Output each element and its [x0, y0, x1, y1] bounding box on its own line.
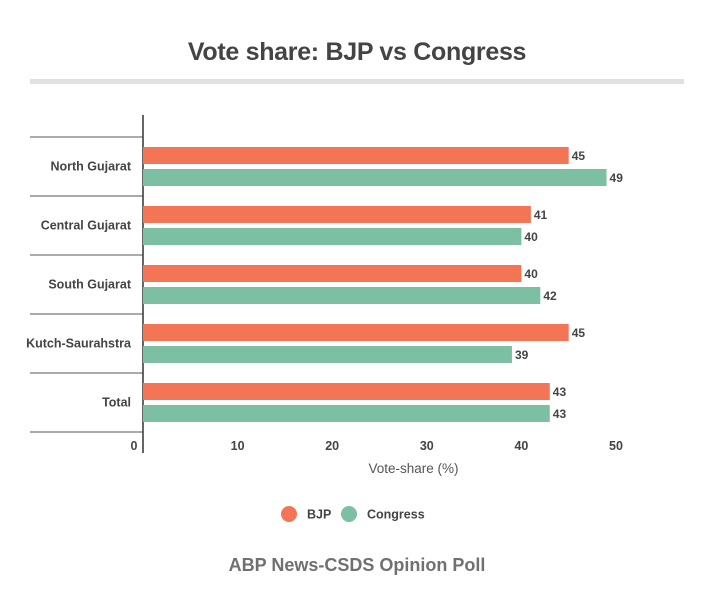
data-label: 43: [553, 407, 567, 421]
category-label: Central Gujarat: [41, 219, 132, 233]
bar-congress-kutch-saurahstra: [143, 346, 512, 363]
title-divider: [30, 79, 684, 84]
data-label: 40: [524, 230, 538, 244]
x-tick-label: 0: [131, 439, 138, 453]
legend-label-congress: Congress: [367, 508, 425, 522]
data-label: 43: [553, 385, 567, 399]
legend-marker-bjp: [281, 506, 297, 522]
data-label: 39: [515, 348, 529, 362]
data-label: 40: [524, 267, 538, 281]
data-label: 41: [534, 208, 548, 222]
chart-title: Vote share: BJP vs Congress: [187, 38, 527, 66]
bar-bjp-north-gujarat: [143, 147, 569, 164]
data-label: 49: [610, 171, 624, 185]
category-label: Total: [102, 396, 131, 410]
x-tick-label: 30: [420, 439, 434, 453]
bar-bjp-kutch-saurahstra: [143, 324, 569, 341]
category-label: Kutch-Saurahstra: [26, 337, 132, 351]
data-label: 42: [543, 289, 557, 303]
bar-bjp-central-gujarat: [143, 206, 531, 223]
x-tick-label: 20: [325, 439, 339, 453]
x-tick-label: 40: [514, 439, 528, 453]
bar-bjp-total: [143, 383, 550, 400]
bar-congress-total: [143, 405, 550, 422]
bar-bjp-south-gujarat: [143, 265, 522, 282]
bar-congress-central-gujarat: [143, 228, 522, 245]
data-label: 45: [572, 149, 586, 163]
x-axis-title: Vote-share (%): [368, 461, 458, 476]
bar-congress-south-gujarat: [143, 287, 541, 304]
data-label: 45: [572, 326, 586, 340]
bar-congress-north-gujarat: [143, 169, 607, 186]
x-tick-label: 50: [609, 439, 623, 453]
category-label: South Gujarat: [48, 278, 131, 292]
legend-label-bjp: BJP: [307, 508, 331, 522]
category-label: North Gujarat: [50, 160, 131, 174]
legend-marker-congress: [341, 506, 357, 522]
source-caption: ABP News-CSDS Opinion Poll: [228, 555, 486, 575]
x-tick-label: 10: [231, 439, 245, 453]
